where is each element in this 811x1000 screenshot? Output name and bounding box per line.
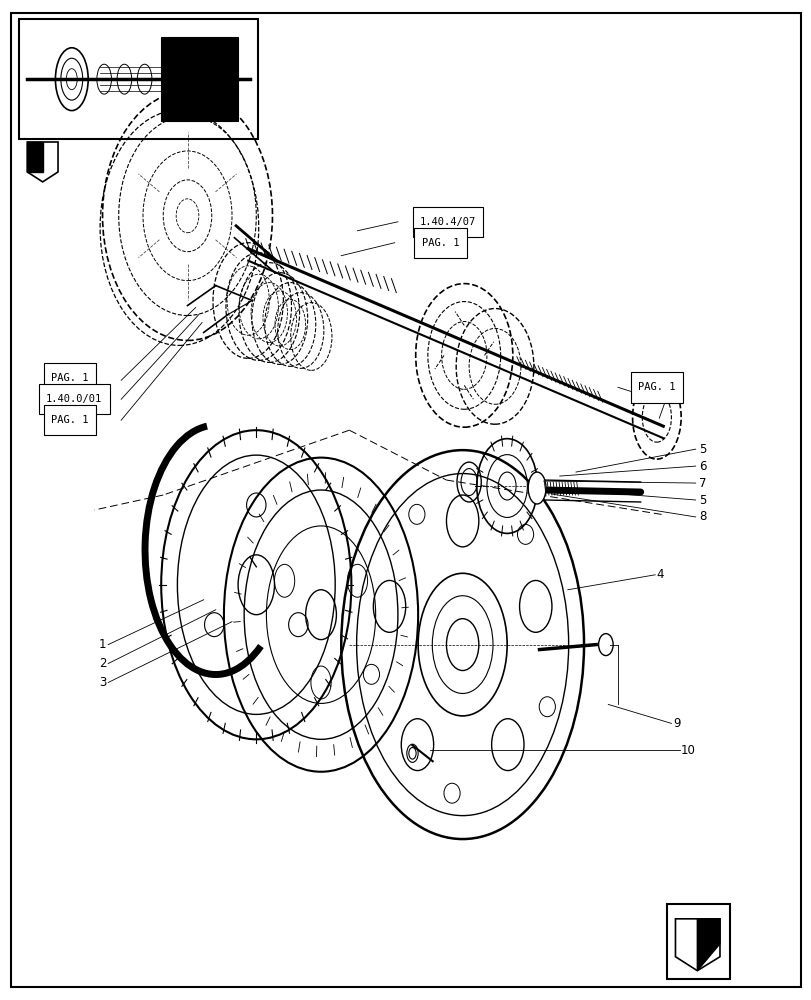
Ellipse shape bbox=[598, 634, 612, 656]
Bar bbox=[44, 363, 97, 394]
Bar bbox=[161, 37, 238, 121]
Text: 8: 8 bbox=[698, 510, 706, 523]
Text: 4: 4 bbox=[656, 568, 663, 581]
Bar bbox=[414, 228, 466, 258]
Text: 1.40.4/07: 1.40.4/07 bbox=[419, 217, 475, 227]
Text: PAG. 1: PAG. 1 bbox=[51, 373, 89, 383]
Bar bbox=[39, 384, 109, 414]
Bar bbox=[44, 405, 97, 435]
Text: 6: 6 bbox=[698, 460, 706, 473]
Text: PAG. 1: PAG. 1 bbox=[51, 415, 89, 425]
Polygon shape bbox=[28, 142, 43, 172]
Text: 9: 9 bbox=[672, 717, 680, 730]
Text: PAG. 1: PAG. 1 bbox=[637, 382, 675, 392]
Bar bbox=[412, 207, 483, 237]
Bar bbox=[630, 372, 682, 403]
Bar bbox=[667, 904, 730, 979]
Text: 3: 3 bbox=[99, 676, 106, 689]
Bar bbox=[19, 19, 258, 139]
Text: 5: 5 bbox=[698, 443, 706, 456]
Text: 7: 7 bbox=[698, 477, 706, 490]
Polygon shape bbox=[28, 142, 58, 182]
Ellipse shape bbox=[527, 472, 545, 504]
Text: 2: 2 bbox=[99, 657, 106, 670]
Text: 1.40.0/01: 1.40.0/01 bbox=[46, 394, 102, 404]
Text: PAG. 1: PAG. 1 bbox=[422, 238, 459, 248]
Text: 10: 10 bbox=[680, 744, 695, 757]
Text: 5: 5 bbox=[698, 494, 706, 507]
Polygon shape bbox=[697, 919, 719, 971]
Text: 1: 1 bbox=[99, 638, 106, 651]
